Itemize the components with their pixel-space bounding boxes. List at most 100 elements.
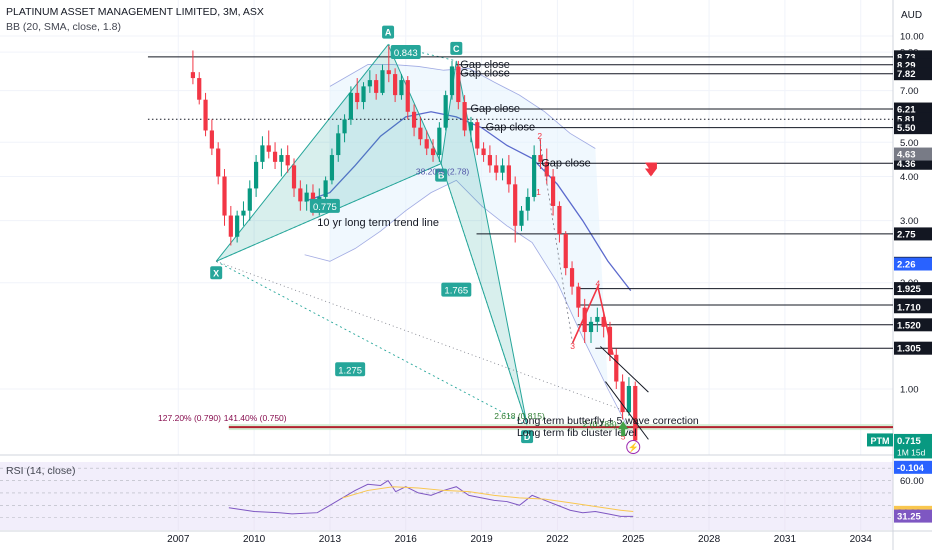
harmonic-point-label: A	[385, 28, 392, 38]
rsi-ma-line	[342, 486, 634, 512]
candle-body	[576, 286, 581, 308]
harmonic-ratio-line	[216, 163, 442, 262]
gap-close-note: Gap close	[460, 68, 510, 80]
harmonic-ratio-badge	[335, 362, 366, 377]
candle-body	[418, 127, 423, 140]
candle-body	[519, 210, 524, 226]
harmonic-ratio-line	[215, 260, 528, 426]
x-tick-label: 2022	[546, 534, 569, 545]
candle-body	[588, 321, 594, 333]
level-price-badge: 1.520	[897, 320, 921, 331]
candle-body	[633, 385, 638, 441]
x-tick-label: 2010	[243, 534, 266, 545]
candle-body	[456, 66, 461, 103]
candle-body	[563, 233, 568, 269]
sell-arrow-head-icon	[644, 168, 657, 177]
y-tick-label: 10.00	[900, 32, 924, 43]
candle-body	[626, 385, 632, 413]
level-price-badge: 2.75	[897, 229, 916, 240]
candle-body	[544, 161, 549, 177]
candle-body	[235, 215, 240, 237]
wedge-lower-line	[605, 381, 649, 440]
fib-level-label: 127.20% (0.790)	[158, 413, 221, 423]
candle-body	[367, 80, 372, 87]
level-price-badge-bg	[894, 282, 932, 296]
candle-body	[355, 92, 360, 103]
wedge-upper-line	[600, 346, 649, 393]
rsi-tick-label: 60.00	[900, 476, 924, 487]
fib-level-label: 2 (0.788)	[583, 419, 617, 429]
candle-body	[323, 180, 328, 197]
candle-body	[386, 70, 391, 75]
bb-indicator-label[interactable]: BB (20, SMA, close, 1.8)	[6, 21, 121, 33]
x-tick-label: 2019	[470, 534, 493, 545]
candle-body	[348, 92, 353, 120]
candle-body	[285, 155, 290, 166]
x-tick-label: 2031	[774, 534, 797, 545]
harmonic-point-x-badge	[210, 266, 223, 280]
candle-body	[342, 119, 347, 134]
candle-body	[468, 122, 474, 131]
candle-body	[197, 78, 202, 100]
candle-body	[494, 165, 499, 173]
event-lightning-glyph: ⚡	[628, 442, 639, 454]
candle-body	[513, 184, 518, 226]
candle-body	[405, 80, 410, 112]
x-tick-label: 2028	[698, 534, 721, 545]
x-tick-label: 2025	[622, 534, 645, 545]
rsi-value-badge: 31.25	[897, 512, 921, 523]
level-price-badge-bg	[894, 341, 932, 355]
candle-body	[424, 139, 429, 149]
candle-body	[462, 102, 467, 131]
elliott-wave-label: 4	[595, 279, 600, 289]
x-tick-label: 2016	[395, 534, 418, 545]
axis-price-badge-bg	[894, 147, 932, 161]
harmonic-ratio-badge	[309, 198, 340, 213]
axis-price-badge-bg	[894, 433, 932, 447]
elliott-wave-label: 1	[536, 187, 541, 197]
candle-body	[481, 148, 486, 156]
harmonic-point-b-badge	[435, 168, 448, 182]
y-tick-label: 5.00	[900, 138, 919, 149]
candle-body	[222, 176, 227, 216]
harmonic-ratio-label: 1.275	[338, 365, 362, 376]
candle-body	[437, 127, 442, 156]
level-price-badge: 4.36	[897, 159, 916, 170]
level-price-badge-bg	[894, 318, 932, 332]
elliott-wave-label: 5	[621, 431, 626, 441]
candle-body	[411, 111, 417, 128]
level-price-badge: 1.925	[897, 284, 921, 295]
y-tick-label: 7.00	[900, 86, 919, 97]
axis-price-badge: 2.26	[897, 259, 916, 270]
axis-price-badge-bg	[894, 460, 932, 474]
harmonic-ratio-line	[440, 163, 528, 426]
gap-close-note: Gap close	[470, 103, 520, 115]
candle-body	[190, 72, 196, 79]
candle-body	[304, 192, 309, 202]
level-price-badge: 8.73	[897, 52, 916, 63]
level-price-badge-bg	[894, 227, 932, 241]
axis-price-badge: 4.63	[897, 150, 916, 161]
candle-body	[569, 268, 575, 287]
level-price-badge: 6.21	[897, 105, 916, 116]
harmonic-ratio-label: 0.843	[394, 48, 418, 59]
candle-body	[475, 122, 480, 149]
rsi-panel-background	[0, 462, 893, 530]
candle-body	[506, 165, 511, 185]
annotation-text: Long term butterfly + 5 wave correction	[517, 415, 699, 427]
harmonic-point-label: X	[213, 268, 219, 278]
rsi-indicator-label[interactable]: RSI (14, close)	[6, 465, 76, 477]
fib-level-label: 141.40% (0.750)	[224, 413, 287, 423]
level-price-badge: 5.50	[897, 123, 916, 134]
level-price-badge: 8.29	[897, 60, 916, 71]
candle-body	[582, 307, 587, 333]
countdown-label: 1M 15d	[897, 447, 926, 457]
candle-body	[601, 316, 606, 327]
harmonic-point-label: B	[438, 171, 445, 181]
level-price-badge-bg	[894, 67, 932, 81]
level-price-badge: 7.82	[897, 69, 916, 80]
candle-body	[532, 155, 537, 197]
level-price-badge-bg	[894, 121, 932, 135]
